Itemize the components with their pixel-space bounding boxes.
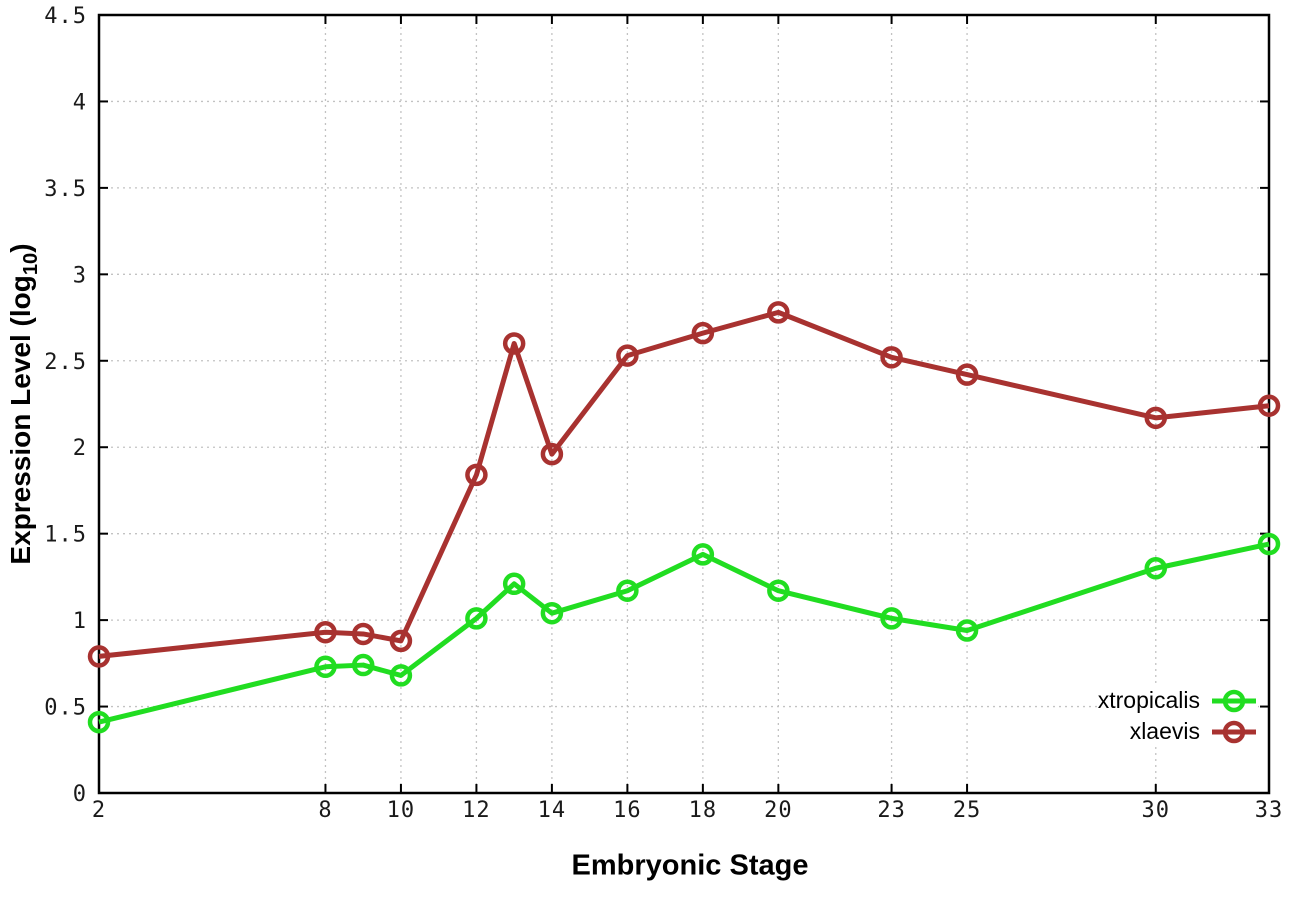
series-point-xlaevis <box>1144 406 1168 430</box>
y-tick-label: 0 <box>73 782 87 807</box>
series-point-xlaevis <box>880 346 903 369</box>
y-tick-label: 0.5 <box>44 696 87 721</box>
series-point-xtropicalis <box>314 655 337 679</box>
x-tick-label: 2 <box>92 798 106 823</box>
series-point-xtropicalis <box>540 601 564 625</box>
legend: xtropicalis xlaevis <box>1097 685 1258 747</box>
x-tick-label: 33 <box>1255 798 1284 823</box>
legend-item-xtropicalis: xtropicalis <box>1098 685 1258 716</box>
series-point-xlaevis <box>1257 394 1281 417</box>
y-tick-label: 1 <box>73 609 87 634</box>
y-tick-label: 3.5 <box>44 177 87 202</box>
x-tick-label: 16 <box>613 798 642 823</box>
y-tick-label: 2 <box>73 436 87 461</box>
x-tick-label: 10 <box>387 798 416 823</box>
x-tick-label: 30 <box>1142 798 1171 823</box>
x-tick-label: 14 <box>538 798 567 823</box>
series-point-xlaevis <box>314 620 337 644</box>
y-tick-label: 3 <box>73 263 87 288</box>
series-point-xlaevis <box>87 645 111 668</box>
series-point-xtropicalis <box>880 607 903 630</box>
series-point-xtropicalis <box>351 653 375 677</box>
series-point-xtropicalis <box>616 579 639 602</box>
y-tick-label: 4.5 <box>44 4 87 29</box>
series-point-xlaevis <box>691 321 715 345</box>
y-axis-label-text: Expression Level (log <box>5 275 37 565</box>
series-point-xlaevis <box>389 629 413 653</box>
series-point-xtropicalis <box>691 543 715 566</box>
series-point-xlaevis <box>351 622 375 646</box>
series-point-xlaevis <box>767 301 790 324</box>
series-point-xtropicalis <box>87 710 111 734</box>
series-point-xtropicalis <box>1257 532 1281 556</box>
legend-item-xlaevis: xlaevis <box>1098 716 1258 747</box>
y-axis-label: Expression Level (log10) <box>5 243 43 564</box>
legend-marker-icon <box>1212 689 1256 712</box>
y-tick-label: 1.5 <box>44 523 87 548</box>
x-axis-label: Embryonic Stage <box>571 849 809 882</box>
series-point-xtropicalis <box>955 619 979 642</box>
x-tick-label: 8 <box>318 798 332 823</box>
legend-marker-icon <box>1212 720 1256 743</box>
y-tick-label: 4 <box>73 90 87 115</box>
x-tick-label: 18 <box>689 798 718 823</box>
legend-label-xtropicalis: xtropicalis <box>1097 687 1200 713</box>
series-point-xlaevis <box>502 332 526 355</box>
series-point-xtropicalis <box>767 579 790 602</box>
plot-border <box>97 13 1271 795</box>
legend-label-xlaevis: xlaevis <box>1129 718 1200 744</box>
x-tick-label: 25 <box>953 798 982 823</box>
series-point-xtropicalis <box>1144 556 1168 580</box>
series-point-xtropicalis <box>389 664 413 687</box>
y-axis-label-subscript: 10 <box>19 252 42 276</box>
series-point-xlaevis <box>465 463 488 487</box>
series-line-xtropicalis <box>98 541 1270 725</box>
series-point-xtropicalis <box>465 607 488 630</box>
series-point-xlaevis <box>540 442 564 466</box>
series-point-xtropicalis <box>502 572 526 596</box>
x-tick-label: 20 <box>764 798 793 823</box>
series-point-xlaevis <box>616 344 639 367</box>
series-point-xlaevis <box>955 363 979 386</box>
series-line-xlaevis <box>98 309 1270 659</box>
y-axis-label-suffix: ) <box>5 243 37 253</box>
y-tick-label: 2.5 <box>44 350 87 375</box>
x-tick-label: 12 <box>462 798 491 823</box>
x-tick-label: 23 <box>877 798 906 823</box>
